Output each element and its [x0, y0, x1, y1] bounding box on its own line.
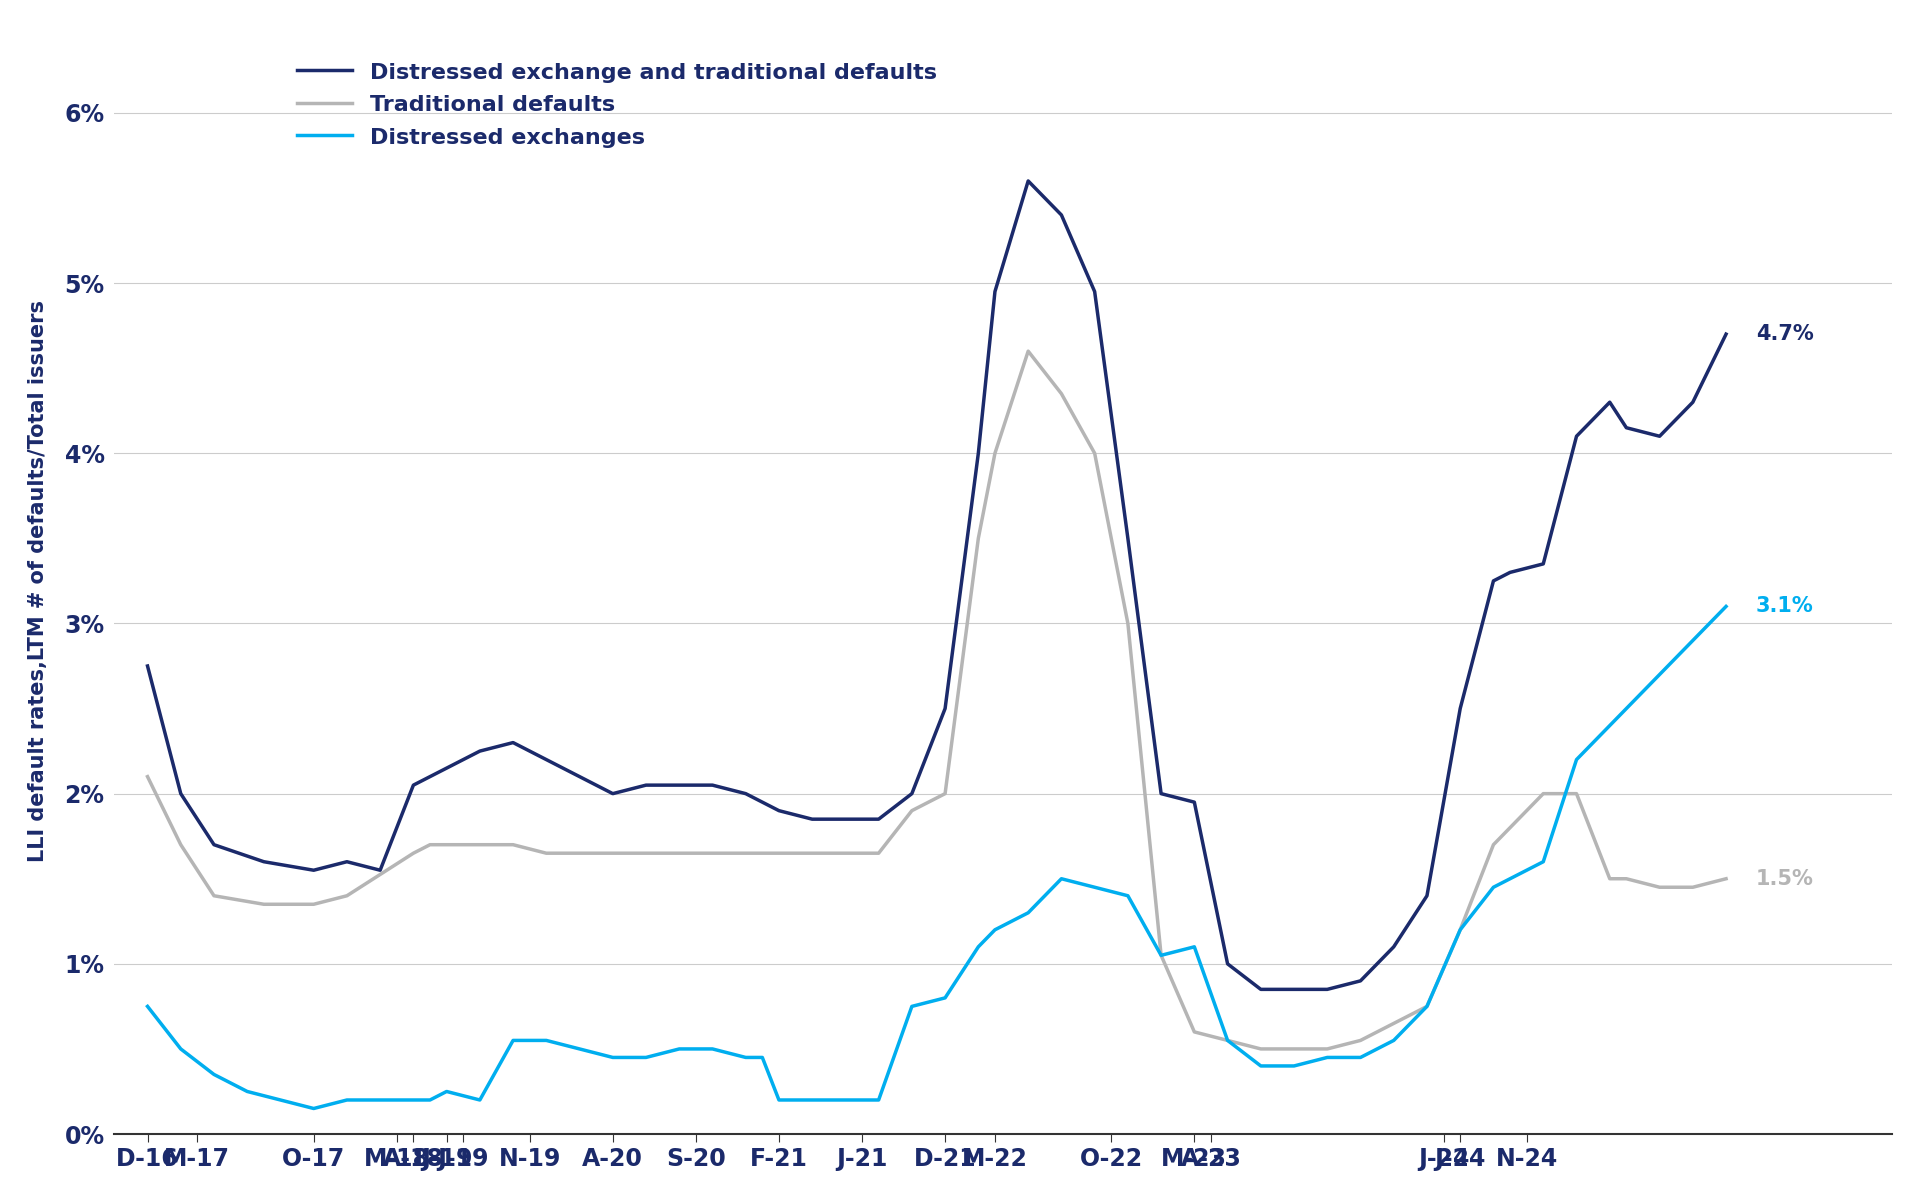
- Legend: Distressed exchange and traditional defaults, Traditional defaults, Distressed e: Distressed exchange and traditional defa…: [286, 50, 948, 159]
- Distressed exchanges: [369, 1092, 392, 1107]
- Traditional defaults: [1018, 344, 1041, 359]
- Distressed exchange and traditional defaults: [1250, 982, 1273, 996]
- Line: Traditional defaults: Traditional defaults: [148, 351, 1726, 1049]
- Distressed exchange and traditional defaults: [933, 701, 956, 716]
- Distressed exchange and traditional defaults: [1715, 327, 1738, 342]
- Line: Distressed exchange and traditional defaults: Distressed exchange and traditional defa…: [148, 181, 1726, 989]
- Distressed exchange and traditional defaults: [983, 284, 1006, 299]
- Traditional defaults: [136, 770, 159, 784]
- Distressed exchanges: [833, 1092, 856, 1107]
- Traditional defaults: [351, 878, 374, 892]
- Y-axis label: LLI default rates,LTM # of defaults/Total issuers: LLI default rates,LTM # of defaults/Tota…: [27, 300, 48, 862]
- Text: 3.1%: 3.1%: [1757, 596, 1814, 616]
- Distressed exchanges: [1597, 718, 1620, 733]
- Line: Distressed exchanges: Distressed exchanges: [148, 607, 1726, 1109]
- Distressed exchange and traditional defaults: [1018, 174, 1041, 188]
- Traditional defaults: [1615, 872, 1638, 886]
- Traditional defaults: [1715, 872, 1738, 886]
- Distressed exchange and traditional defaults: [818, 812, 841, 826]
- Traditional defaults: [586, 846, 609, 861]
- Distressed exchanges: [950, 965, 973, 980]
- Distressed exchange and traditional defaults: [351, 858, 374, 873]
- Distressed exchanges: [1000, 914, 1023, 928]
- Traditional defaults: [818, 846, 841, 861]
- Text: 1.5%: 1.5%: [1757, 869, 1814, 888]
- Traditional defaults: [933, 787, 956, 801]
- Distressed exchanges: [601, 1050, 624, 1065]
- Distressed exchange and traditional defaults: [586, 778, 609, 793]
- Distressed exchanges: [136, 999, 159, 1013]
- Traditional defaults: [983, 446, 1006, 460]
- Distressed exchange and traditional defaults: [136, 658, 159, 673]
- Distressed exchanges: [1715, 600, 1738, 614]
- Distressed exchange and traditional defaults: [1615, 421, 1638, 435]
- Text: 4.7%: 4.7%: [1757, 324, 1814, 344]
- Traditional defaults: [1250, 1042, 1273, 1056]
- Distressed exchanges: [301, 1102, 324, 1116]
